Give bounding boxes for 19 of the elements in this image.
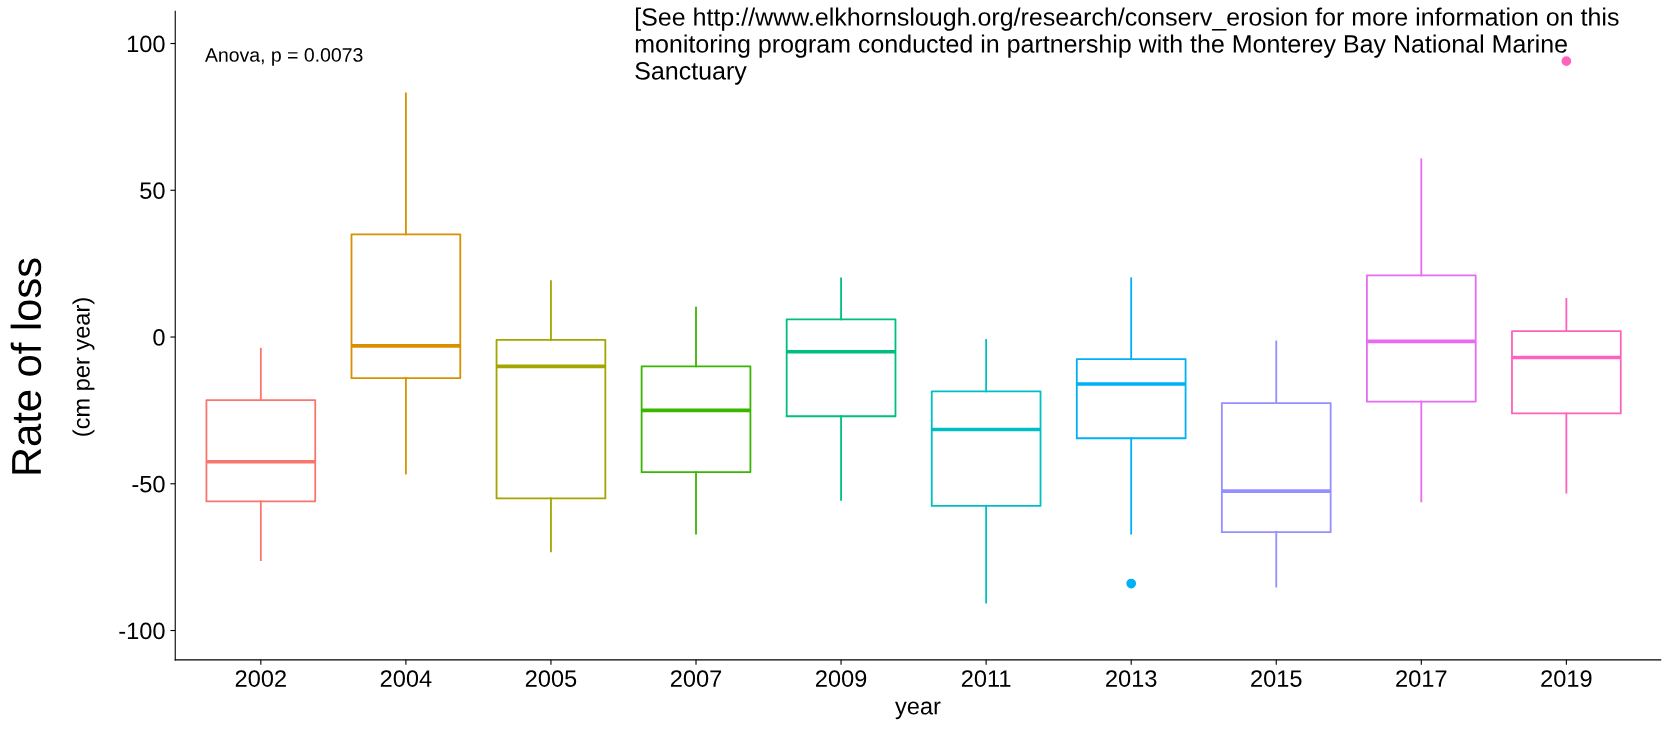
y-tick-label: 0 — [153, 329, 165, 346]
x-tick-label: 2015 — [1251, 670, 1302, 687]
x-tick-label: 2011 — [961, 670, 1011, 687]
x-tick-label: 2019 — [1541, 670, 1592, 687]
y-tick-label: 100 — [127, 35, 165, 53]
y-tick-label: -100 — [119, 622, 165, 640]
x-tick-label: 2004 — [380, 670, 432, 687]
x-tick-label: 2005 — [525, 670, 577, 687]
x-tick-label: 2002 — [235, 670, 286, 687]
x-axis-title: year — [895, 701, 941, 720]
x-tick-label: 2017 — [1396, 670, 1447, 687]
y-tick-label: 50 — [140, 182, 165, 200]
x-tick-label: 2007 — [670, 670, 722, 687]
y-tick-label: -50 — [132, 475, 165, 493]
annotation: Anova, p = 0.0073 — [204, 48, 363, 66]
annotation: [See http://www.elkhornslough.org/research/conserv_erosion for more information on this monitoring program conducted in partnership with the Monterey Bay National Marine Sanctuary — [635, 7, 1619, 85]
x-tick-label: 2013 — [1106, 670, 1157, 687]
x-tick-label: 2009 — [816, 670, 867, 687]
y-axis-title: Rate of loss (cm per year) — [10, 258, 95, 474]
